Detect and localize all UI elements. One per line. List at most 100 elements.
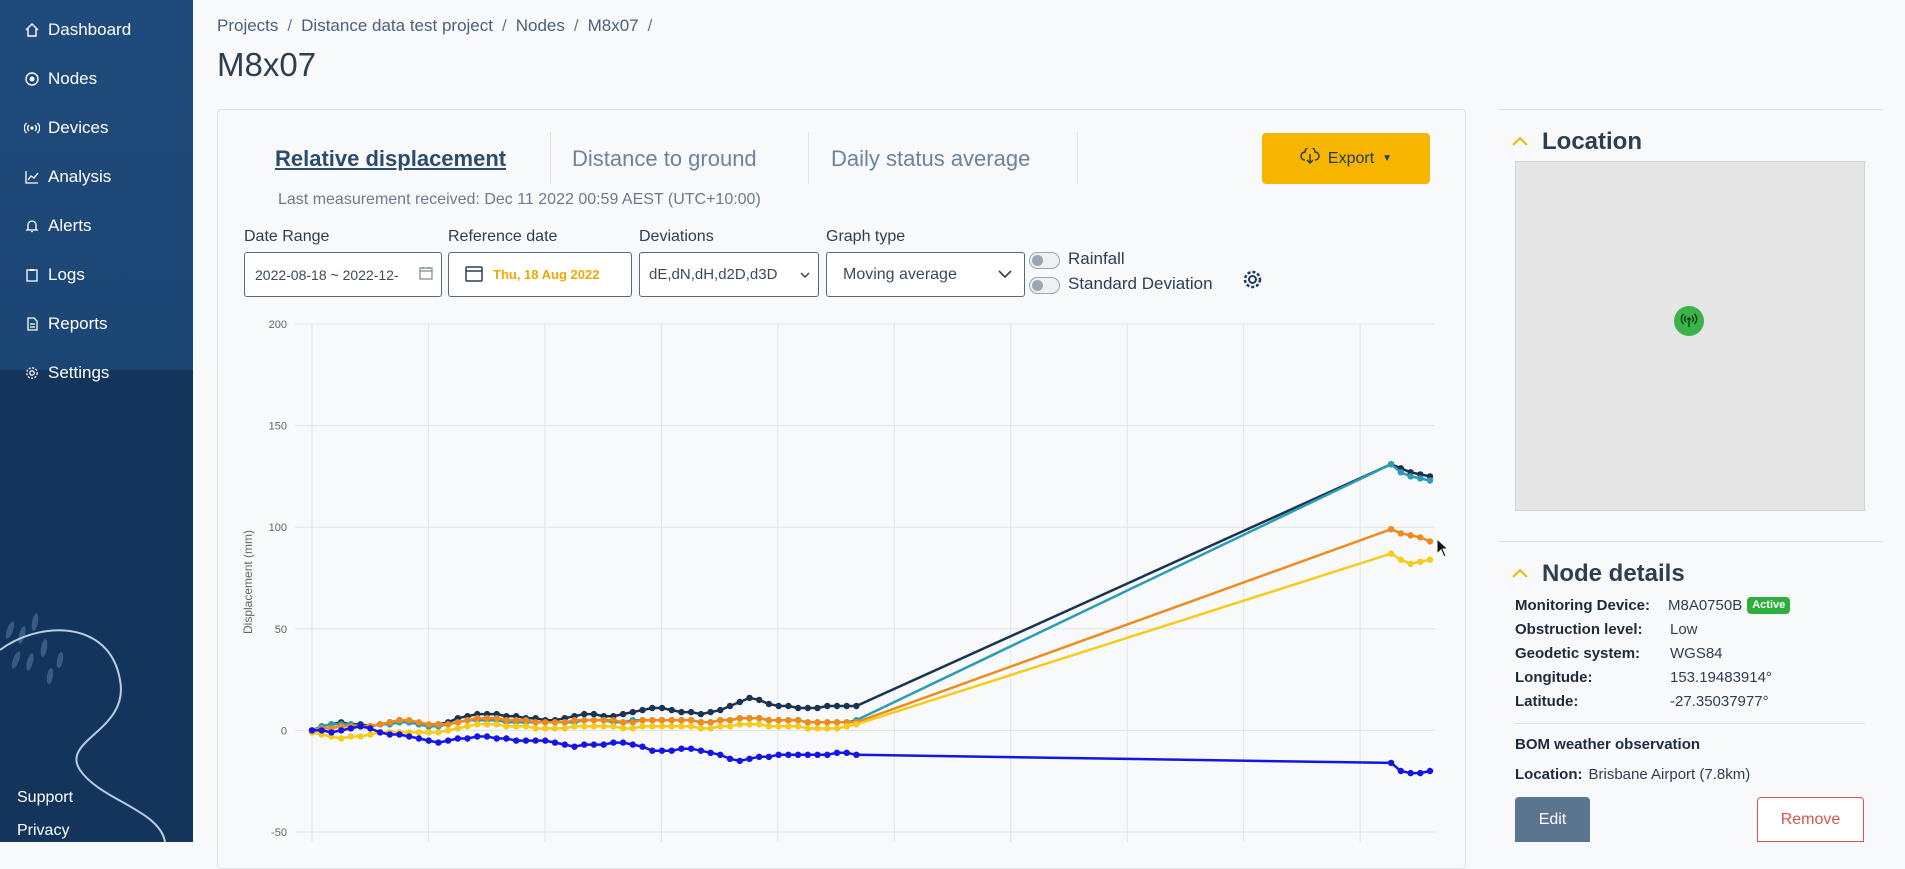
data-point[interactable]	[483, 715, 491, 722]
data-point[interactable]	[804, 719, 811, 726]
sidebar-item-alerts[interactable]: Alerts	[24, 211, 91, 241]
data-point[interactable]	[853, 702, 860, 710]
data-point[interactable]	[843, 702, 850, 710]
data-point[interactable]	[707, 719, 714, 726]
data-point[interactable]	[824, 702, 831, 710]
data-point[interactable]	[1387, 550, 1395, 557]
data-point[interactable]	[726, 755, 734, 762]
sidebar-item-nodes[interactable]: Nodes	[24, 64, 97, 94]
data-point[interactable]	[668, 747, 675, 754]
data-point[interactable]	[833, 719, 841, 726]
data-point[interactable]	[853, 721, 860, 728]
data-point[interactable]	[765, 723, 773, 730]
data-point[interactable]	[726, 717, 734, 724]
data-point[interactable]	[1417, 558, 1424, 565]
breadcrumb-project[interactable]: Distance data test project	[301, 16, 493, 35]
data-point[interactable]	[1426, 538, 1434, 545]
data-point[interactable]	[697, 725, 705, 732]
data-point[interactable]	[746, 694, 753, 702]
data-point[interactable]	[425, 721, 432, 728]
data-point[interactable]	[765, 717, 773, 724]
data-point[interactable]	[1407, 532, 1414, 539]
data-point[interactable]	[571, 743, 578, 750]
data-point[interactable]	[756, 696, 763, 704]
data-point[interactable]	[522, 737, 530, 744]
data-point[interactable]	[532, 737, 539, 744]
data-point[interactable]	[1407, 560, 1414, 567]
data-point[interactable]	[717, 723, 724, 730]
data-point[interactable]	[532, 719, 539, 726]
data-point[interactable]	[425, 737, 432, 744]
data-point[interactable]	[542, 725, 549, 732]
data-point[interactable]	[581, 741, 588, 748]
data-point[interactable]	[649, 704, 656, 712]
data-point[interactable]	[444, 727, 452, 734]
data-point[interactable]	[483, 721, 491, 728]
data-point[interactable]	[794, 704, 802, 712]
data-point[interactable]	[1387, 759, 1395, 767]
device-map-marker[interactable]	[1674, 306, 1704, 336]
sidebar-item-analysis[interactable]: Analysis	[24, 162, 111, 192]
deviations-select[interactable]: dE,dN,dH,d2D,d3D	[639, 252, 819, 297]
data-point[interactable]	[318, 727, 325, 734]
data-point[interactable]	[843, 723, 850, 730]
data-point[interactable]	[756, 715, 763, 722]
data-point[interactable]	[522, 717, 530, 724]
data-point[interactable]	[1407, 473, 1414, 480]
data-point[interactable]	[629, 741, 636, 748]
data-point[interactable]	[513, 717, 520, 724]
data-point[interactable]	[717, 751, 724, 758]
support-link[interactable]: Support	[17, 789, 74, 806]
data-point[interactable]	[610, 717, 617, 724]
data-point[interactable]	[415, 729, 423, 736]
data-point[interactable]	[551, 725, 559, 732]
export-button[interactable]: Export ▼	[1262, 133, 1430, 184]
data-point[interactable]	[746, 755, 753, 762]
data-point[interactable]	[1426, 477, 1434, 484]
data-point[interactable]	[1417, 769, 1424, 777]
data-point[interactable]	[513, 737, 520, 744]
data-point[interactable]	[746, 715, 753, 722]
data-point[interactable]	[444, 737, 452, 744]
data-point[interactable]	[610, 723, 617, 730]
data-point[interactable]	[376, 721, 384, 728]
data-point[interactable]	[1397, 469, 1405, 476]
sidebar-item-dashboard[interactable]: Dashboard	[24, 15, 131, 45]
data-point[interactable]	[658, 723, 666, 730]
data-point[interactable]	[522, 723, 530, 730]
data-point[interactable]	[775, 717, 782, 724]
data-point[interactable]	[794, 717, 802, 724]
data-point[interactable]	[639, 723, 646, 730]
data-point[interactable]	[717, 706, 724, 714]
data-point[interactable]	[707, 725, 714, 732]
data-point[interactable]	[649, 723, 656, 730]
data-point[interactable]	[619, 725, 627, 732]
data-point[interactable]	[668, 723, 675, 730]
data-point[interactable]	[532, 725, 539, 732]
data-point[interactable]	[649, 747, 656, 754]
data-point[interactable]	[794, 751, 802, 758]
data-point[interactable]	[474, 715, 481, 722]
data-point[interactable]	[804, 704, 811, 712]
data-point[interactable]	[833, 702, 841, 710]
data-point[interactable]	[435, 739, 442, 746]
data-point[interactable]	[561, 725, 568, 732]
tab-daily-status-average[interactable]: Daily status average	[831, 146, 1031, 171]
data-point[interactable]	[610, 739, 617, 746]
data-point[interactable]	[561, 719, 568, 726]
graph-type-select[interactable]: Moving average	[826, 252, 1025, 297]
data-point[interactable]	[464, 723, 471, 730]
data-point[interactable]	[775, 702, 782, 710]
data-point[interactable]	[444, 721, 452, 728]
data-point[interactable]	[503, 735, 510, 742]
data-point[interactable]	[658, 747, 666, 754]
data-point[interactable]	[581, 717, 588, 724]
data-point[interactable]	[814, 719, 821, 726]
data-point[interactable]	[678, 723, 685, 730]
data-point[interactable]	[1426, 556, 1434, 563]
data-point[interactable]	[415, 719, 423, 726]
data-point[interactable]	[483, 733, 491, 740]
data-point[interactable]	[717, 717, 724, 724]
data-point[interactable]	[357, 733, 364, 740]
data-point[interactable]	[678, 745, 685, 752]
